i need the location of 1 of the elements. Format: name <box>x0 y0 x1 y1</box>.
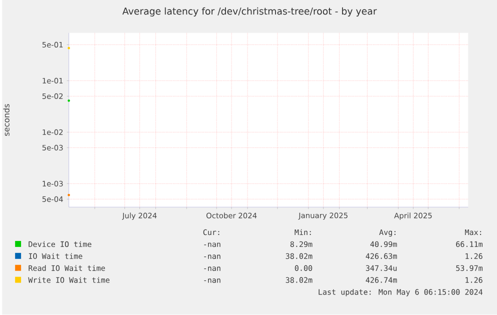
chart-title: Average latency for /dev/christmas-tree/root - by year <box>122 8 377 17</box>
